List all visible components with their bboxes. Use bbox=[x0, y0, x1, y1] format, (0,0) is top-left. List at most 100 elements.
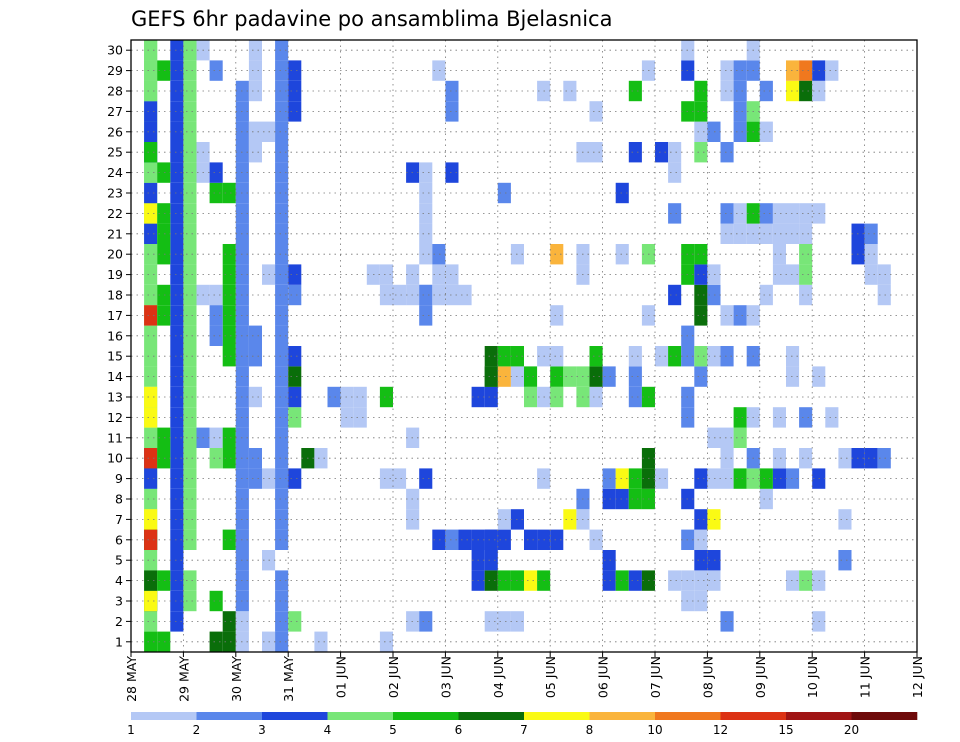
heatmap-cell bbox=[209, 325, 223, 346]
y-tick-label: 24 bbox=[107, 165, 123, 180]
heatmap-cell bbox=[733, 101, 747, 122]
heatmap-cell bbox=[694, 509, 708, 530]
y-tick-label: 15 bbox=[107, 349, 123, 364]
heatmap-cell bbox=[733, 407, 747, 428]
heatmap-cell bbox=[707, 346, 721, 367]
heatmap-cell bbox=[720, 611, 734, 632]
heatmap-cell bbox=[707, 264, 721, 285]
colorbar-swatch bbox=[786, 712, 852, 720]
colorbar: 1 2 3 4 5 6 7 8 10 12 15 20 bbox=[127, 712, 918, 737]
grid-lines bbox=[130, 40, 918, 652]
heatmap-cell bbox=[144, 366, 158, 387]
heatmap-cell bbox=[144, 448, 158, 469]
colorbar-label: 8 bbox=[586, 723, 594, 737]
heatmap-cell bbox=[379, 468, 393, 489]
colorbar-swatch bbox=[458, 712, 525, 720]
heatmap-cell bbox=[275, 101, 289, 122]
heatmap-cell bbox=[799, 244, 813, 265]
heatmap-cell bbox=[720, 305, 734, 326]
heatmap-cell bbox=[628, 488, 642, 510]
colorbar-label: 10 bbox=[647, 723, 662, 737]
heatmap-cell bbox=[786, 223, 800, 244]
x-tick-label: 11 JUN bbox=[858, 656, 873, 698]
heatmap-cell bbox=[327, 386, 341, 408]
heatmap-cell bbox=[157, 162, 171, 183]
heatmap-cell bbox=[144, 427, 158, 448]
heatmap-cell bbox=[786, 468, 800, 489]
colorbar-label: 3 bbox=[258, 723, 266, 737]
heatmap-cell bbox=[772, 264, 786, 285]
x-tick-label: 03 JUN bbox=[438, 656, 453, 698]
heatmap-cell bbox=[733, 427, 747, 448]
heatmap-cell bbox=[144, 550, 158, 571]
heatmap-cell bbox=[720, 427, 734, 448]
heatmap-cell bbox=[275, 244, 289, 265]
heatmap-cell bbox=[275, 631, 289, 652]
heatmap-cell bbox=[720, 346, 734, 367]
heatmap-cell bbox=[144, 305, 158, 326]
heatmap-cell bbox=[602, 488, 616, 510]
heatmap-cell bbox=[183, 570, 197, 591]
heatmap-cell bbox=[602, 550, 616, 571]
heatmap-cell bbox=[275, 529, 289, 550]
heatmap-cell bbox=[668, 346, 682, 367]
heatmap-cell bbox=[589, 386, 603, 408]
heatmap-cell bbox=[157, 570, 171, 591]
heatmap-cell bbox=[288, 80, 302, 102]
heatmap-cell bbox=[668, 284, 682, 306]
heatmap-cell bbox=[209, 427, 223, 448]
colorbar-label: 7 bbox=[520, 723, 528, 737]
heatmap-cell bbox=[222, 244, 236, 265]
heatmap-cell bbox=[772, 244, 786, 265]
heatmap-cell bbox=[786, 264, 800, 285]
colorbar-label: 2 bbox=[193, 723, 201, 737]
heatmap-cell bbox=[720, 142, 734, 163]
heatmap-cell bbox=[550, 244, 564, 265]
heatmap-cell bbox=[419, 305, 433, 326]
heatmap-cell bbox=[445, 529, 459, 550]
heatmap-cell bbox=[183, 448, 197, 469]
heatmap-cell bbox=[288, 407, 302, 428]
heatmap-cell bbox=[550, 346, 564, 367]
heatmap-cell bbox=[628, 366, 642, 387]
x-tick-label: 12 JUN bbox=[910, 656, 925, 698]
heatmap-cell bbox=[144, 162, 158, 183]
heatmap-cell bbox=[170, 121, 184, 142]
heatmap-cell bbox=[720, 468, 734, 489]
heatmap-cell bbox=[170, 488, 184, 510]
y-tick-label: 6 bbox=[115, 532, 123, 547]
heatmap-cell bbox=[655, 142, 669, 163]
heatmap-cell bbox=[379, 264, 393, 285]
y-tick-label: 10 bbox=[107, 451, 123, 466]
heatmap-cell bbox=[183, 325, 197, 346]
y-tick-label: 29 bbox=[107, 63, 123, 78]
colorbar-swatch bbox=[196, 712, 263, 720]
heatmap-cell bbox=[144, 509, 158, 530]
heatmap-cell bbox=[275, 162, 289, 183]
heatmap-cell bbox=[170, 529, 184, 550]
heatmap-cell bbox=[668, 570, 682, 591]
heatmap-cell bbox=[550, 529, 564, 550]
heatmap-cell bbox=[615, 488, 629, 510]
heatmap-cell bbox=[694, 529, 708, 550]
heatmap-cell bbox=[288, 284, 302, 306]
heatmap-cell bbox=[144, 611, 158, 632]
heatmap-cell bbox=[288, 611, 302, 632]
heatmap-cell bbox=[419, 284, 433, 306]
y-tick-label: 8 bbox=[115, 492, 123, 507]
heatmap-cell bbox=[144, 203, 158, 224]
heatmap-cell bbox=[772, 203, 786, 224]
heatmap-cell bbox=[183, 264, 197, 285]
colorbar-swatch bbox=[720, 712, 787, 720]
heatmap-cell bbox=[759, 203, 773, 224]
y-tick-label: 21 bbox=[107, 226, 123, 241]
heatmap-cell bbox=[786, 366, 800, 387]
heatmap-cell bbox=[694, 284, 708, 306]
heatmap-cell bbox=[275, 325, 289, 346]
heatmap-cell bbox=[144, 223, 158, 244]
heatmap-cell bbox=[248, 40, 262, 61]
heatmap-cell bbox=[275, 509, 289, 530]
colorbar-swatch bbox=[655, 712, 721, 720]
heatmap-cell bbox=[222, 264, 236, 285]
